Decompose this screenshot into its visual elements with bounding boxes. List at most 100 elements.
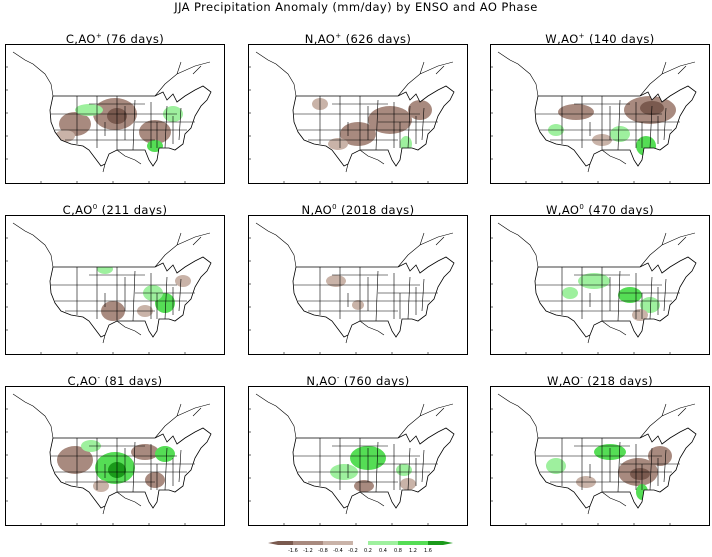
map-panel-w-aop <box>490 44 710 184</box>
state-borders <box>294 438 438 493</box>
map-svg <box>5 215 225 355</box>
panel-ao-phase: + <box>95 32 103 41</box>
mexico-coast <box>587 320 627 344</box>
anomaly-region <box>618 287 642 303</box>
panel-ao-phase: + <box>578 32 585 41</box>
colorbar-segment <box>428 541 443 545</box>
panel-ao-phase: 0 <box>92 203 98 212</box>
colorbar-segment <box>278 541 293 545</box>
anomaly-region <box>354 480 374 492</box>
us-outline <box>49 256 212 338</box>
coastline <box>497 51 696 97</box>
us-outline <box>49 85 212 167</box>
state-borders <box>294 96 438 151</box>
anomaly-region <box>396 464 412 476</box>
us-outline <box>292 85 455 167</box>
mexico-coast <box>587 491 627 515</box>
anomaly-region <box>328 138 348 150</box>
anomaly-region <box>368 106 412 134</box>
panel-title-w-aop: W,AO+ (140 days) <box>490 32 710 46</box>
map-panel-c-aop <box>5 44 225 184</box>
anomaly-region <box>562 287 578 299</box>
map-panel-w-aom <box>490 386 710 526</box>
panel-enso-label: W,AO <box>545 32 579 46</box>
colorbar-right-arrow <box>443 541 453 545</box>
us-outline <box>534 427 697 509</box>
anomaly-region <box>145 472 165 488</box>
map-panel-w-ao0 <box>490 215 710 355</box>
panel-enso-label: W,AO <box>546 203 580 217</box>
anomaly-region <box>610 126 630 142</box>
map-panel-n-aom <box>248 386 468 526</box>
colorbar-segment <box>368 541 383 545</box>
panel-enso-label: C,AO <box>67 374 98 388</box>
coastline <box>12 393 211 439</box>
coastline <box>255 393 454 439</box>
panel-title-w-aom: W,AO- (218 days) <box>490 374 710 388</box>
anomaly-region <box>139 120 171 144</box>
state-borders <box>51 267 195 322</box>
colorbar-segment <box>353 541 368 545</box>
map-svg <box>248 386 468 526</box>
panel-title-w-ao0: W,AO0 (470 days) <box>490 203 710 217</box>
coastline <box>255 51 454 97</box>
colorbar-segment <box>338 541 353 545</box>
us-outline <box>292 427 455 509</box>
us-outline <box>534 85 697 167</box>
colorbar-segment <box>383 541 398 545</box>
anomaly-region <box>155 446 175 462</box>
panel-days: (2018 days) <box>336 203 415 217</box>
anomaly-shading <box>548 96 676 156</box>
map-svg <box>490 44 710 184</box>
panel-title-n-aom: N,AO- (760 days) <box>248 374 468 388</box>
mexico-coast <box>345 491 385 515</box>
panel-title-n-ao0: N,AO0 (2018 days) <box>248 203 468 217</box>
mexico-coast <box>102 491 142 515</box>
coastline <box>497 393 696 439</box>
map-panel-c-aom <box>5 386 225 526</box>
map-panel-n-ao0 <box>248 215 468 355</box>
anomaly-region <box>75 104 103 116</box>
colorbar-svg: -1.6 -1.2 -0.8 -0.4 -0.2 0.2 0.4 0.8 1.2 1.6 <box>268 541 453 554</box>
coastline <box>255 222 454 268</box>
mexico-coast <box>102 320 142 344</box>
panel-ao-phase: - <box>97 374 101 383</box>
panel-enso-label: C,AO <box>65 32 96 46</box>
map-panel-n-aop <box>248 44 468 184</box>
anomaly-region <box>408 100 432 120</box>
panel-enso-label: N,AO <box>304 32 336 46</box>
coastline <box>12 222 211 268</box>
mexico-coast <box>345 149 385 173</box>
panel-ao-phase: + <box>335 32 342 41</box>
us-outline <box>534 256 697 338</box>
figure-title: JJA Precipitation Anomaly (mm/day) by EN… <box>174 0 538 14</box>
colorbar-segment <box>293 541 308 545</box>
colorbar-segment <box>413 541 428 545</box>
map-svg <box>5 386 225 526</box>
anomaly-region <box>131 444 159 460</box>
panel-enso-label: N,AO <box>306 374 337 388</box>
panel-days: (218 days) <box>583 374 654 388</box>
panel-title-c-aop: C,AO+ (76 days) <box>5 32 225 46</box>
panel-days: (760 days) <box>339 374 410 388</box>
map-svg <box>5 44 225 184</box>
colorbar: -1.6 -1.2 -0.8 -0.4 -0.2 0.2 0.4 0.8 1.2 1.6 <box>268 538 454 554</box>
panel-days: (470 days) <box>584 203 654 217</box>
state-borders <box>51 438 195 493</box>
anomaly-shading <box>326 275 364 310</box>
mexico-coast <box>345 320 385 344</box>
panel-title-c-ao0: C,AO0 (211 days) <box>5 203 225 217</box>
colorbar-left-arrow <box>268 541 278 545</box>
panel-ao-phase: 0 <box>332 203 337 212</box>
anomaly-region <box>630 468 650 480</box>
map-panel-c-ao0 <box>5 215 225 355</box>
map-svg <box>490 215 710 355</box>
mexico-coast <box>102 149 142 173</box>
mexico-coast <box>587 149 627 173</box>
anomaly-region <box>558 104 594 120</box>
panel-title-n-aop: N,AO+ (626 days) <box>248 32 468 46</box>
map-svg <box>248 215 468 355</box>
anomaly-region <box>546 458 566 474</box>
panel-enso-label: W,AO <box>546 374 581 388</box>
panel-days: (211 days) <box>97 203 168 217</box>
